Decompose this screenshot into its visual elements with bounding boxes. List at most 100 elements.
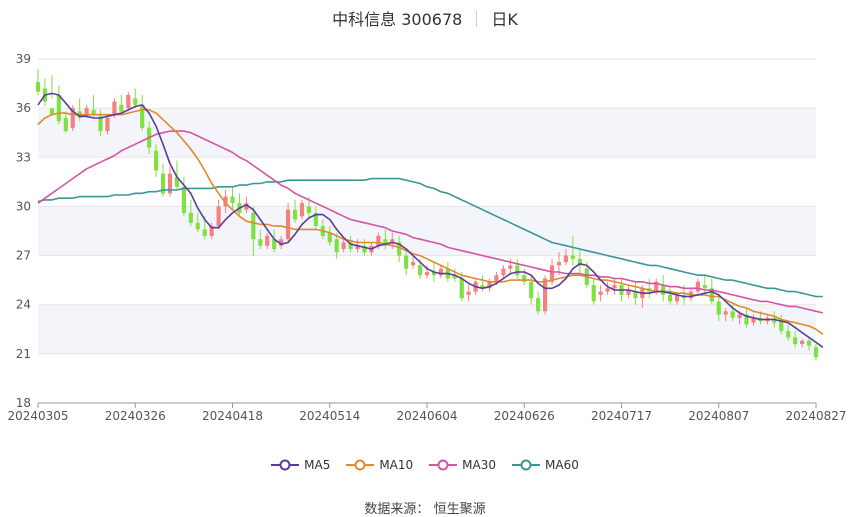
candle-body (709, 288, 714, 302)
y-tick-label: 27 (16, 249, 31, 263)
candle-body (737, 314, 742, 318)
candle-body (112, 101, 117, 115)
legend-label: MA10 (379, 458, 414, 472)
candle-body (813, 347, 819, 358)
grid-band (38, 206, 816, 256)
candle-body (258, 239, 263, 246)
candle-body (598, 291, 603, 295)
source-name: 恒生聚源 (433, 502, 486, 517)
candle-body (452, 275, 457, 279)
candle-body (577, 258, 582, 266)
title-separator (476, 11, 478, 27)
ma30-line (37, 130, 824, 314)
y-tick-label: 33 (16, 150, 31, 164)
x-tick-label: 20240604 (396, 409, 457, 423)
legend-label: MA30 (462, 458, 497, 472)
candle-body (285, 209, 291, 240)
chart-legend: MA5 MA10 MA30 MA60 (0, 458, 850, 474)
candle-body (626, 289, 631, 295)
candle-body (508, 265, 513, 269)
candle-body (244, 203, 249, 210)
candle-body (223, 196, 228, 207)
ma10-line (37, 109, 824, 335)
x-tick-label: 20240514 (299, 409, 360, 423)
x-tick-label: 20240326 (105, 409, 166, 423)
candle-body (466, 291, 471, 295)
ma60-line (37, 177, 823, 298)
candle-body (174, 176, 180, 187)
x-tick-label: 20240717 (591, 409, 652, 423)
candle-body (119, 104, 124, 112)
candle-body (348, 242, 353, 250)
candle-body (702, 285, 707, 289)
candle-body (334, 239, 339, 253)
x-tick-label: 20240626 (494, 409, 555, 423)
candle-body (716, 301, 721, 315)
legend-item-ma30[interactable]: MA30 (429, 458, 496, 472)
candle-body (265, 235, 270, 246)
legend-item-ma60[interactable]: MA60 (512, 458, 579, 472)
candle-body (35, 81, 41, 92)
candle-body (105, 117, 110, 132)
candle-body (543, 278, 548, 312)
period-label: 日K (491, 10, 518, 29)
candle-body (98, 116, 103, 132)
legend-label: MA60 (545, 458, 579, 472)
candle-body (49, 108, 54, 115)
candle-body (556, 262, 562, 266)
candle-body (70, 108, 75, 128)
data-source: 数据来源： 恒生聚源 (0, 498, 850, 517)
candle-body (674, 294, 680, 302)
candle-body (133, 98, 138, 105)
candle-body (140, 104, 145, 128)
candle-body (438, 268, 443, 276)
candle-body (279, 239, 284, 246)
candle-body (515, 265, 520, 276)
candle-body (376, 235, 381, 246)
candle-body (272, 239, 277, 250)
legend-item-ma10[interactable]: MA10 (346, 458, 413, 472)
candle-body (459, 278, 464, 299)
candle-body (744, 314, 749, 325)
candle-body (341, 242, 346, 250)
candle-body (591, 285, 596, 302)
candle-body (751, 317, 756, 323)
y-tick-label: 36 (16, 101, 31, 115)
y-tick-label: 39 (16, 52, 31, 66)
candle-body (383, 239, 388, 246)
candle-body (202, 229, 207, 236)
candle-body (536, 298, 541, 312)
candle-body (424, 271, 430, 276)
source-label: 数据来源： (364, 502, 430, 517)
candle-body (209, 226, 214, 236)
candle-body (299, 203, 305, 217)
y-tick-label: 30 (16, 199, 31, 213)
chart-title: 中科信息 300678 日K (0, 6, 850, 30)
candle-body (390, 239, 395, 243)
legend-item-ma5[interactable]: MA5 (271, 458, 330, 472)
candle-body (362, 245, 367, 253)
candle-body (633, 291, 638, 299)
candle-body (668, 294, 673, 302)
candle-body (612, 285, 617, 289)
x-tick-label: 20240418 (202, 409, 263, 423)
candle-body (563, 255, 569, 263)
legend-label: MA5 (304, 458, 331, 472)
candle-body (327, 232, 332, 243)
candle-body (417, 265, 423, 276)
candle-body (723, 311, 728, 315)
candle-body (230, 196, 235, 204)
candle-body (730, 311, 735, 318)
candle-body (167, 173, 173, 194)
stock-name: 中科信息 300678 (332, 10, 463, 29)
candle-body (661, 285, 666, 295)
candle-body (800, 340, 805, 345)
candle-body (431, 271, 437, 276)
candle-body (313, 212, 318, 227)
x-tick-label: 20240807 (688, 409, 749, 423)
candle-body (91, 109, 96, 115)
candle-body (605, 288, 610, 292)
candle-body (251, 212, 256, 240)
candle-body (411, 262, 416, 266)
candle-body (654, 281, 659, 292)
